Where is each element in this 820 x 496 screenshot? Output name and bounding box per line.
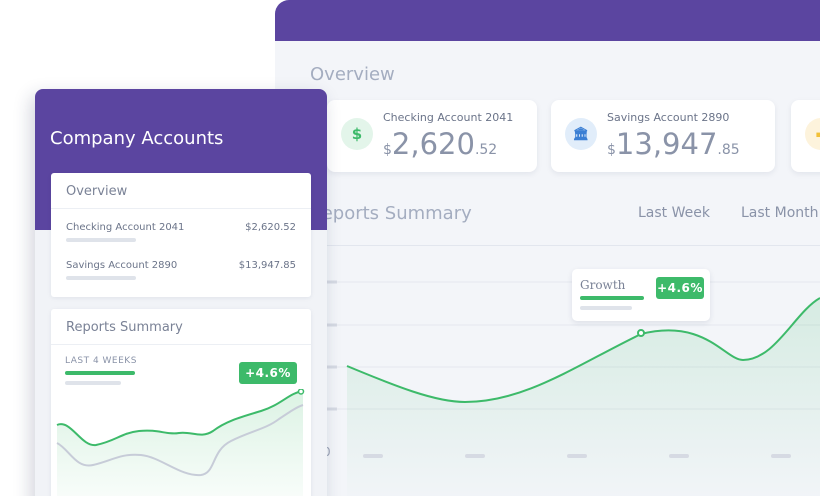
account-row-value: $2,620.52 — [245, 222, 296, 233]
period-bar-primary — [65, 371, 135, 375]
account-row-value: $13,947.85 — [238, 260, 296, 271]
stat-amount: $13,947.85 — [607, 127, 740, 161]
period-bar-secondary — [65, 381, 121, 385]
stat-name: Savings Account 2890 — [607, 111, 730, 124]
stat-currency: $ — [383, 142, 392, 158]
overview-title: Overview — [310, 64, 395, 85]
company-accounts-card: Company Accounts Overview Checking Accou… — [35, 89, 327, 496]
stat-card-checking[interactable]: $ Checking Account 2041 $2,620.52 — [327, 100, 537, 172]
dashboard-header — [275, 0, 820, 41]
reports-panel: Reports Summary LAST 4 WEEKS +4.6% — [51, 309, 311, 496]
growth-label: Growth — [580, 278, 626, 292]
stat-cents: .85 — [717, 142, 740, 158]
account-row-name[interactable]: Checking Account 2041 — [66, 222, 185, 233]
account-row-bar — [66, 238, 136, 242]
bank-icon: 🏛 — [565, 118, 597, 150]
growth-change-badge: +4.6% — [656, 277, 704, 299]
account-row-bar — [66, 276, 136, 280]
growth-tooltip: Growth +4.6% — [572, 269, 710, 321]
change-badge: +4.6% — [239, 362, 297, 384]
dollar-icon: $ — [341, 118, 373, 150]
panel-divider — [51, 344, 311, 345]
mini-chart-line-secondary — [56, 404, 304, 477]
reports-line-chart — [325, 280, 820, 496]
mini-chart-area — [57, 391, 303, 496]
period-label: LAST 4 WEEKS — [65, 356, 137, 366]
chart-area — [347, 298, 820, 496]
reports-summary-title: Reports Summary — [310, 203, 472, 224]
chart-line-growth — [346, 297, 820, 404]
card-icon: ▬ — [805, 118, 820, 150]
account-row-name[interactable]: Savings Account 2890 — [66, 260, 178, 271]
company-title: Company Accounts — [50, 128, 224, 149]
overview-panel-title: Overview — [66, 184, 128, 199]
growth-bar-secondary — [580, 306, 632, 310]
stat-currency: $ — [607, 142, 616, 158]
panel-divider — [51, 208, 311, 209]
growth-bar-primary — [580, 296, 644, 300]
tab-last-month[interactable]: Last Month — [741, 205, 819, 221]
stat-name: Checking Account 2041 — [383, 111, 514, 124]
mini-chart-line-primary — [56, 390, 304, 447]
dashboard-window: Overview $ Checking Account 2041 $2,620.… — [275, 0, 820, 496]
chart-point-highlight[interactable] — [637, 329, 645, 337]
mini-chart-end-point — [297, 389, 305, 395]
stat-whole: 13,947 — [615, 127, 718, 161]
stat-card-third[interactable]: ▬ — [791, 100, 820, 172]
stat-card-savings[interactable]: 🏛 Savings Account 2890 $13,947.85 — [551, 100, 775, 172]
section-divider — [275, 245, 820, 246]
tab-last-week[interactable]: Last Week — [638, 205, 710, 221]
stat-whole: 2,620 — [391, 127, 475, 161]
stat-amount: $2,620.52 — [383, 127, 497, 161]
chart-y-ticks — [327, 280, 337, 411]
overview-panel: Overview Checking Account 2041 $2,620.52… — [51, 173, 311, 297]
stat-cents: .52 — [474, 142, 498, 158]
mini-line-chart — [56, 389, 305, 496]
reports-panel-title: Reports Summary — [66, 320, 183, 335]
